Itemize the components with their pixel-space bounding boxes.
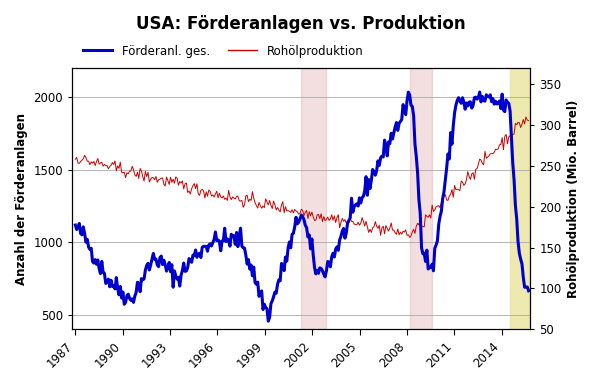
Bar xyxy=(510,68,528,329)
Legend: Förderanl. ges., Rohölproduktion: Förderanl. ges., Rohölproduktion xyxy=(78,40,368,62)
Y-axis label: Anzahl der Förderanlagen: Anzahl der Förderanlagen xyxy=(15,112,28,285)
Bar xyxy=(301,68,327,329)
Bar xyxy=(410,68,432,329)
Title: USA: Förderanlagen vs. Produktion: USA: Förderanlagen vs. Produktion xyxy=(136,15,466,33)
Y-axis label: Rohölproduktion (Mio. Barrel): Rohölproduktion (Mio. Barrel) xyxy=(567,99,580,298)
